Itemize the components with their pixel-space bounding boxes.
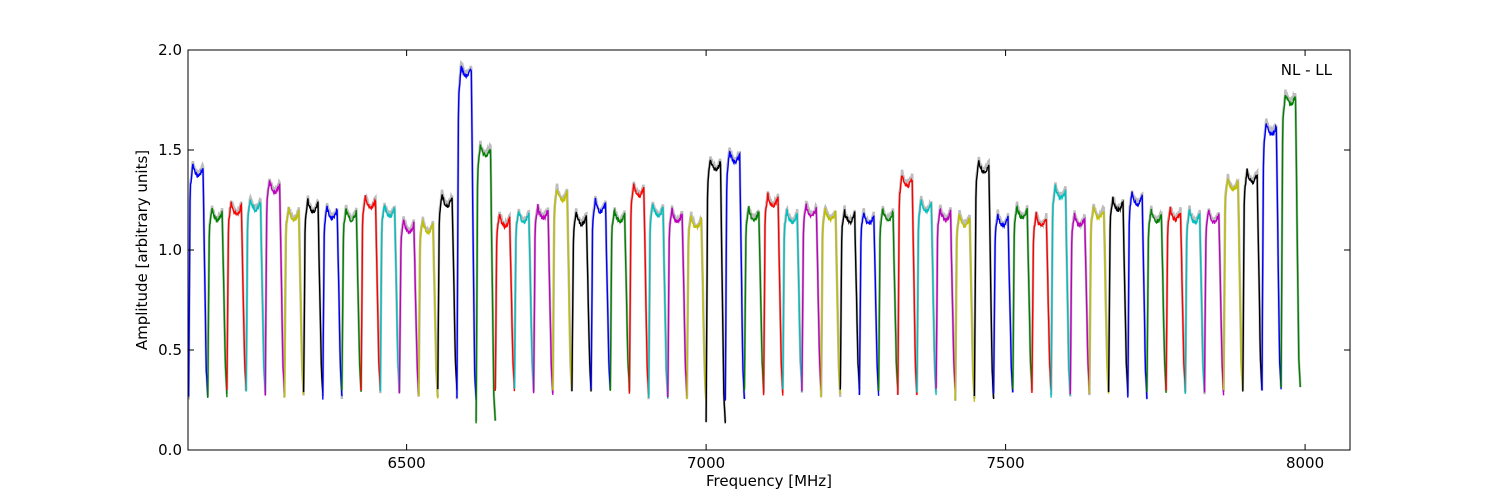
plot-annotation: NL - LL [1281, 61, 1333, 79]
channel-trace-38 [916, 199, 937, 396]
y-tick-label: 2.0 [158, 41, 182, 59]
channel-trace-33 [820, 207, 841, 398]
channel-trace-54 [1222, 178, 1244, 392]
channel-trace-31 [782, 208, 803, 392]
channel-trace-25 [667, 207, 688, 398]
channel-trace-11 [398, 219, 420, 395]
channel-trace-16 [494, 214, 516, 392]
channel-trace-30 [762, 192, 784, 396]
channel-trace-32 [801, 203, 822, 392]
channel-trace-35 [858, 212, 880, 396]
channel-trace-53 [1203, 209, 1225, 396]
channel-trace-44 [1031, 212, 1052, 394]
x-tick-label: 7500 [986, 454, 1024, 472]
channel-trace-43 [1012, 204, 1033, 390]
channel-trace-36 [877, 207, 899, 392]
channel-trace-0 [188, 163, 209, 398]
x-tick-label: 8000 [1286, 454, 1324, 472]
channel-trace-23 [628, 183, 650, 395]
channel-trace-8 [341, 208, 362, 392]
channel-trace-15 [475, 144, 496, 424]
channel-trace-46 [1069, 212, 1091, 395]
channel-trace-9 [360, 195, 381, 391]
channel-trace-18 [532, 204, 554, 395]
axis-ticks: 6500 7000 7500 8000 0.0 0.5 1.0 1.5 2.0 [158, 41, 1350, 472]
channel-trace-48 [1107, 196, 1129, 394]
channel-trace-20 [571, 211, 592, 392]
channel-trace-21 [590, 197, 611, 391]
y-axis-label: Amplitude [arbitrary units] [133, 150, 151, 350]
channel-trace-2 [226, 201, 247, 391]
channel-trace-27 [705, 159, 726, 424]
x-axis-label: Frequency [MHz] [706, 472, 832, 490]
channel-trace-39 [935, 207, 956, 390]
channel-trace-52 [1184, 209, 1206, 394]
channel-trace-26 [686, 215, 707, 402]
channel-trace-1 [207, 207, 228, 398]
channel-trace-14 [456, 65, 477, 401]
channel-trace-17 [513, 211, 535, 391]
channel-trace-55 [1242, 168, 1263, 392]
channel-trace-24 [647, 203, 669, 399]
channel-trace-4 [264, 180, 286, 396]
channel-trace-37 [897, 175, 918, 396]
channel-trace-13 [437, 194, 458, 391]
channel-trace-5 [283, 207, 305, 398]
channel-trace-7 [322, 205, 343, 400]
channel-trace-51 [1165, 206, 1186, 392]
channel-trace-49 [1127, 191, 1148, 400]
x-tick-label: 7000 [687, 454, 725, 472]
y-tick-label: 1.5 [158, 141, 182, 159]
y-tick-label: 1.0 [158, 241, 182, 259]
channel-trace-40 [954, 212, 976, 402]
channel-trace-29 [743, 206, 765, 391]
channel-trace-3 [245, 199, 266, 393]
channel-trace-47 [1088, 206, 1110, 394]
channel-trace-41 [973, 160, 995, 400]
channel-trace-19 [552, 189, 573, 391]
y-tick-label: 0.0 [158, 441, 182, 459]
channel-trace-50 [1146, 208, 1167, 394]
channel-trace-6 [302, 198, 324, 393]
channel-trace-45 [1050, 184, 1071, 398]
channel-traces [188, 60, 1302, 424]
x-tick-label: 6500 [388, 454, 426, 472]
channel-trace-28 [724, 150, 746, 401]
channel-trace-22 [609, 207, 631, 391]
channel-trace-42 [992, 213, 1014, 394]
channel-trace-56 [1261, 123, 1282, 391]
channel-trace-34 [839, 209, 861, 390]
channel-trace-57 [1280, 94, 1301, 388]
y-tick-label: 0.5 [158, 341, 182, 359]
channel-trace-10 [379, 204, 401, 394]
channel-trace-12 [417, 219, 439, 399]
